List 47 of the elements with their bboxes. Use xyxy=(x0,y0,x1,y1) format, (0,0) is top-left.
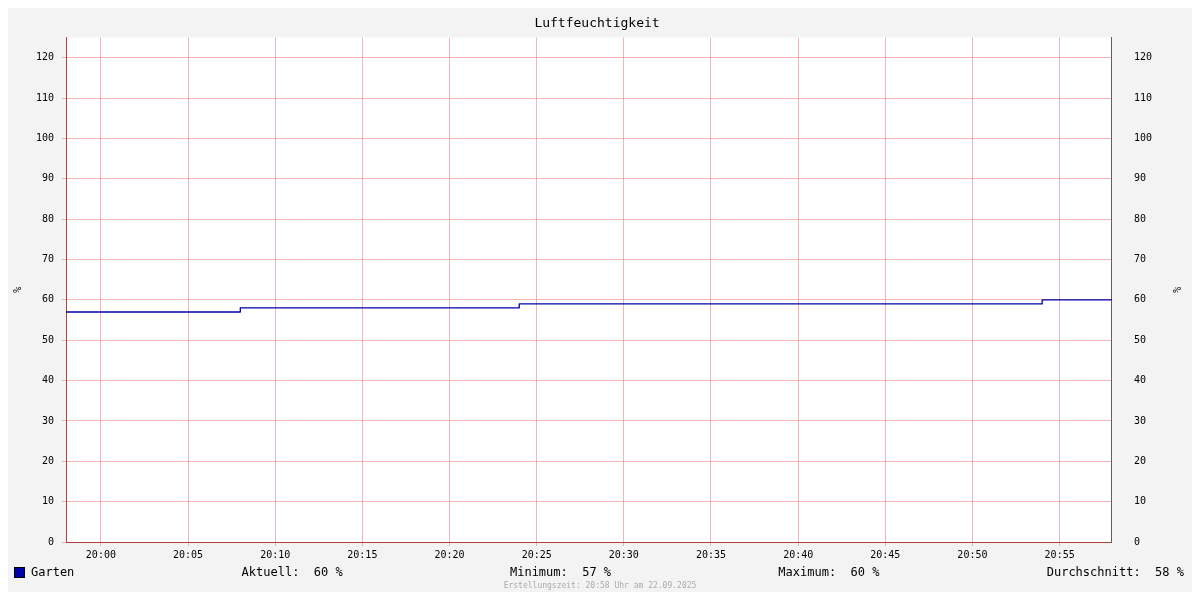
x-tick-label: 20:00 xyxy=(85,548,116,560)
x-tick-label: 20:20 xyxy=(434,548,465,560)
text: Minimum: 57 % xyxy=(509,565,612,579)
text: Durchschnitt: 58 % xyxy=(1046,565,1184,579)
y2-axis-title: % xyxy=(1171,286,1183,293)
y-tick-label: 30 xyxy=(42,414,55,426)
y2-tick-label: 110 xyxy=(1133,91,1152,103)
y-tick-label: 50 xyxy=(42,333,55,345)
y-tick-label: 100 xyxy=(36,132,55,144)
y2-tick-label: 120 xyxy=(1133,51,1152,63)
x-tick-label: 20:40 xyxy=(783,548,814,560)
y-tick-label: 80 xyxy=(42,212,55,224)
x-tick-label: 20:25 xyxy=(521,548,552,560)
y2-tick-label: 30 xyxy=(1133,414,1146,426)
x-tick-label: 20:10 xyxy=(260,548,291,560)
y2-tick-label: 90 xyxy=(1133,172,1146,184)
x-tick-label: 20:45 xyxy=(870,548,901,560)
text: Aktuell: 60 % xyxy=(241,565,343,579)
y-tick-label: 120 xyxy=(36,51,55,63)
y2-tick-label: 70 xyxy=(1133,253,1146,265)
y-tick-label: 20 xyxy=(42,454,55,466)
x-tick-label: 20:35 xyxy=(695,548,726,560)
x-tick-label: 20:30 xyxy=(608,548,639,560)
x-tick-label: 20:55 xyxy=(1044,548,1075,560)
y-tick-label: 40 xyxy=(42,374,55,386)
y2-tick-label: 100 xyxy=(1133,132,1152,144)
y-tick-label: 10 xyxy=(42,495,55,507)
y2-tick-label: 50 xyxy=(1133,333,1146,345)
y2-tick-label: 40 xyxy=(1133,374,1146,386)
x-tick-label: 20:05 xyxy=(172,548,204,560)
text: Maximum: 60 % xyxy=(778,565,880,579)
x-tick-label: 20:15 xyxy=(347,548,378,560)
y-tick-label: 0 xyxy=(48,535,55,547)
y2-tick-label: 10 xyxy=(1133,495,1146,507)
text: Erstellungszeit: 20:58 Uhr am 22.09.2025 xyxy=(502,581,698,590)
y2-tick-label: 20 xyxy=(1133,454,1146,466)
chart-title: Luftfeuchtigkeit xyxy=(534,15,660,31)
y-tick-label: 70 xyxy=(42,253,55,265)
y-axis-title: % xyxy=(11,286,23,293)
y2-tick-label: 80 xyxy=(1133,212,1146,224)
y2-tick-label: 0 xyxy=(1133,535,1140,547)
y-tick-label: 60 xyxy=(42,293,55,305)
y-tick-label: 110 xyxy=(36,91,55,103)
y2-tick-label: 60 xyxy=(1133,293,1146,305)
y-tick-label: 90 xyxy=(42,172,55,184)
x-tick-label: 20:50 xyxy=(957,548,988,560)
legend-label: Garten xyxy=(31,565,75,579)
